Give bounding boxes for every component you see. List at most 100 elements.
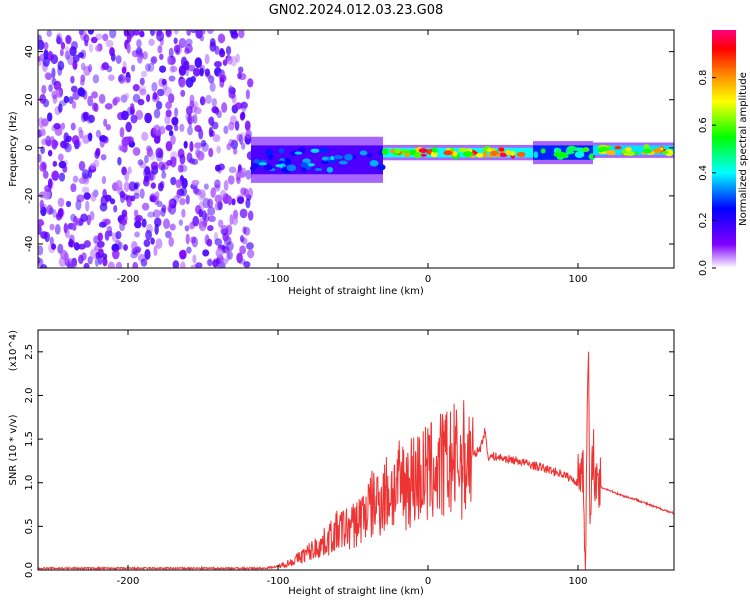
noise-blob [245, 198, 251, 209]
band-blob [401, 150, 410, 154]
noise-blob [127, 166, 132, 175]
noise-blob [139, 77, 145, 86]
noise-blob [100, 64, 106, 71]
band-blob [475, 152, 484, 158]
noise-blob [130, 252, 138, 259]
noise-blob [214, 238, 223, 246]
noise-blob [133, 192, 140, 199]
band-blob [510, 150, 516, 156]
noise-blob [42, 56, 50, 67]
noise-blob [195, 262, 203, 268]
noise-blob [52, 208, 57, 219]
noise-blob [119, 191, 126, 199]
band-blob [621, 149, 627, 154]
noise-blob [169, 223, 176, 231]
noise-blob [208, 127, 213, 138]
noise-blob [65, 35, 71, 44]
noise-blob [200, 96, 206, 106]
noise-blob [83, 262, 90, 268]
noise-blob [94, 235, 99, 245]
noise-blob [42, 170, 49, 179]
noise-blob [165, 30, 172, 38]
noise-blob [166, 159, 173, 166]
noise-blob [132, 147, 140, 155]
band-blob [582, 147, 590, 152]
x-tick-label: -200 [117, 576, 140, 587]
noise-blob [180, 261, 186, 268]
band-blob [265, 148, 274, 156]
band-blob [418, 148, 428, 153]
noise-blob [206, 258, 213, 267]
noise-blob [207, 198, 214, 209]
noise-blob [53, 122, 61, 130]
y-tick-label: -40 [24, 236, 35, 252]
noise-blob [134, 181, 141, 188]
noise-blob [149, 192, 156, 201]
x-tick-label: 0 [425, 274, 431, 285]
noise-blob [78, 161, 85, 171]
noise-blob [155, 100, 163, 110]
noise-blob [72, 91, 80, 101]
noise-blob [205, 94, 212, 104]
x-tick-label: 100 [568, 576, 587, 587]
noise-blob [70, 75, 75, 84]
noise-blob [165, 101, 172, 110]
noise-blob [60, 140, 68, 149]
noise-blob [117, 156, 122, 166]
noise-blob [39, 124, 45, 136]
band-blob [259, 159, 267, 163]
noise-blob [241, 142, 246, 150]
noise-blob [204, 68, 211, 77]
noise-blob [46, 30, 52, 37]
colorbar-gradient [712, 30, 736, 268]
noise-blob [164, 230, 172, 239]
noise-blob [42, 189, 51, 200]
noise-blob [78, 160, 86, 171]
noise-blob [52, 160, 58, 167]
noise-blob [216, 145, 221, 154]
band-blob [275, 164, 283, 168]
noise-blob [186, 30, 192, 36]
noise-blob [121, 209, 128, 218]
noise-blob [55, 213, 63, 221]
noise-blob [149, 151, 156, 161]
band-blob [516, 151, 526, 158]
noise-blob [68, 234, 75, 244]
band-blob [462, 150, 473, 158]
noise-blob [243, 261, 251, 268]
noise-blob [94, 257, 100, 267]
noise-blob [139, 30, 145, 38]
noise-blob [239, 235, 245, 243]
noise-blob [156, 30, 165, 42]
noise-blob [143, 178, 150, 187]
spectrogram-y-label: Frequency (Hz) [8, 111, 19, 187]
band-blob [284, 158, 292, 165]
noise-blob [51, 67, 56, 79]
noise-blob [214, 194, 223, 204]
noise-blob [133, 209, 139, 218]
noise-blob [211, 98, 217, 108]
noise-blob [161, 171, 167, 179]
noise-blob [92, 74, 100, 84]
band-blob [268, 154, 274, 161]
band-blob [540, 148, 546, 154]
noise-blob [171, 116, 179, 126]
y-tick-label: 0 [24, 145, 35, 151]
noise-blob [135, 109, 144, 120]
noise-blob [117, 112, 125, 121]
noise-blob [52, 94, 58, 104]
noise-blob [72, 175, 79, 183]
band-blob [307, 163, 315, 167]
colorbar-tick-label: 0.2 [698, 212, 709, 228]
band-blob [598, 146, 609, 152]
noise-blob [115, 55, 122, 64]
noise-blob [192, 215, 200, 227]
noise-blob [141, 202, 150, 211]
noise-blob [123, 244, 128, 251]
noise-blob [179, 123, 185, 132]
noise-blob [97, 232, 104, 242]
noise-blob [87, 30, 95, 35]
noise-blob [236, 176, 241, 184]
noise-blob [47, 112, 53, 122]
noise-blob [82, 111, 89, 122]
